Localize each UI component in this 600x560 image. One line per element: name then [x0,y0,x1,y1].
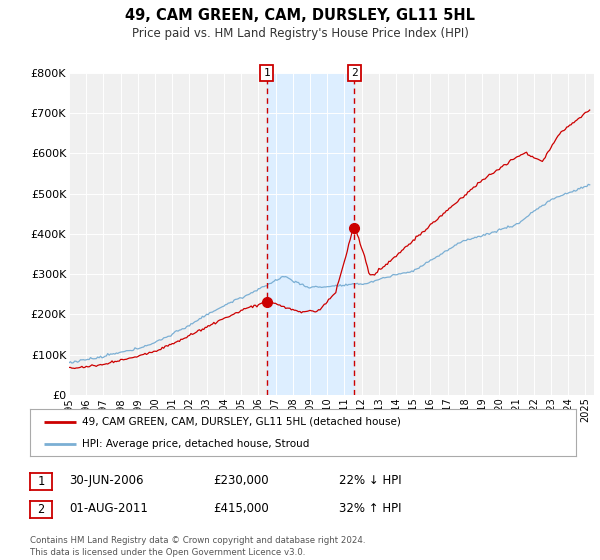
Text: 1: 1 [263,68,271,78]
Text: £415,000: £415,000 [213,502,269,515]
Text: 01-AUG-2011: 01-AUG-2011 [69,502,148,515]
Bar [267,73,355,395]
Text: 49, CAM GREEN, CAM, DURSLEY, GL11 5HL (detached house): 49, CAM GREEN, CAM, DURSLEY, GL11 5HL (d… [82,417,401,427]
Text: HPI: Average price, detached house, Stroud: HPI: Average price, detached house, Stro… [82,438,309,449]
Text: 32% ↑ HPI: 32% ↑ HPI [339,502,401,515]
Text: £230,000: £230,000 [213,474,269,487]
Text: 30-JUN-2006: 30-JUN-2006 [69,474,143,487]
Text: 2: 2 [37,503,44,516]
Text: Contains HM Land Registry data © Crown copyright and database right 2024.
This d: Contains HM Land Registry data © Crown c… [30,536,365,557]
Text: 2: 2 [351,68,358,78]
Text: 1: 1 [37,475,44,488]
Text: 49, CAM GREEN, CAM, DURSLEY, GL11 5HL: 49, CAM GREEN, CAM, DURSLEY, GL11 5HL [125,8,475,24]
Text: 22% ↓ HPI: 22% ↓ HPI [339,474,401,487]
Text: Price paid vs. HM Land Registry's House Price Index (HPI): Price paid vs. HM Land Registry's House … [131,27,469,40]
